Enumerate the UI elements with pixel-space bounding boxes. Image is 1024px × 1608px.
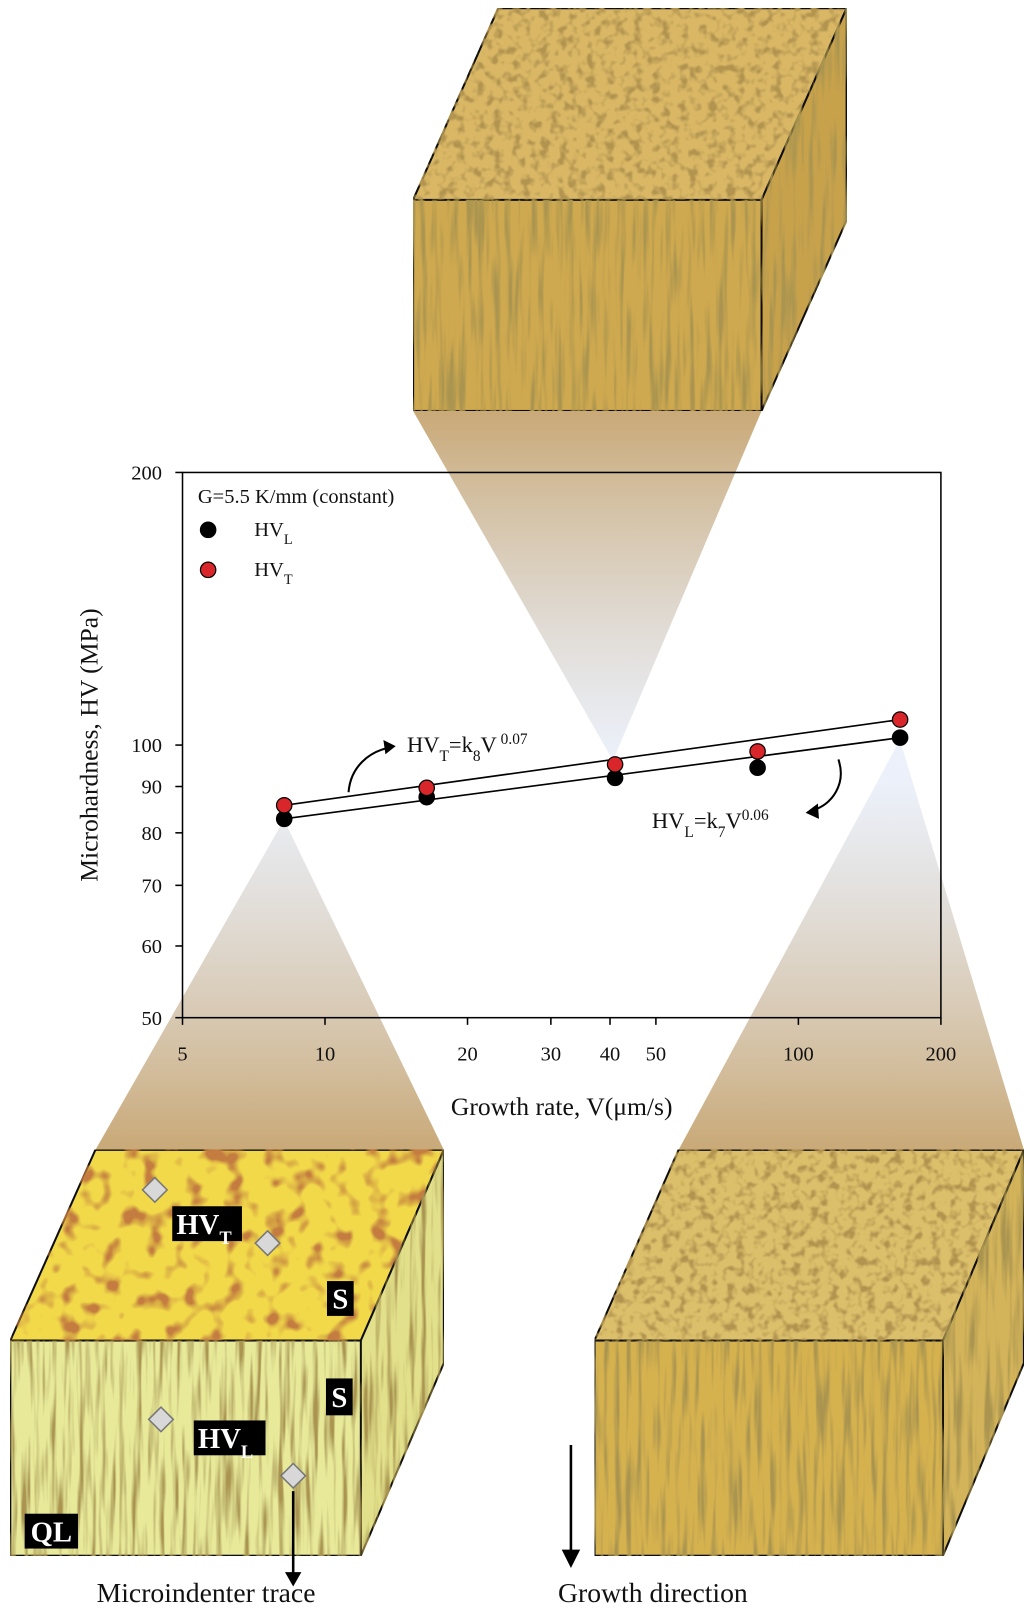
x-tick-label: 20 [457,1044,477,1066]
legend-name: HV [254,519,284,541]
arrow-head [562,1550,580,1568]
y-tick-label: 100 [131,735,162,757]
label-sub: L [241,1442,253,1462]
legend-sub: T [284,572,293,588]
label-main: HV [176,1209,219,1241]
equation-part: 0.06 [742,807,769,824]
y-tick-label: 90 [142,777,162,799]
page: {"chart_data": {"type": "scatter", "xlab… [0,0,1024,1608]
y-tick-label: 50 [142,1008,162,1030]
s-label: S [331,1382,347,1414]
data-point [892,730,907,745]
micrograph-cube [595,1150,1024,1556]
equation-part: L [684,824,693,841]
micrograph-cube [413,8,847,411]
ql-label: QL [31,1516,72,1548]
x-tick-label: 5 [177,1044,187,1066]
data-point [607,757,622,772]
label-sub: T [219,1228,232,1248]
data-point [277,798,292,813]
micrograph-cube: HVT S S HVL QL [10,1150,444,1556]
x-tick-label: 200 [926,1044,957,1066]
equation-part: V [481,732,498,757]
y-tick-label: 200 [131,463,162,485]
x-tick-label: 50 [646,1044,666,1066]
equation-part: HV [652,808,685,833]
legend-title: G=5.5 K/mm (constant) [198,486,394,508]
equation-part: =k [694,808,719,833]
x-axis-label: Growth rate, V(μm/s) [451,1092,673,1121]
figure: HVT S S HVL QL Microindenter trace Growt… [0,0,1024,1608]
y-tick-label: 70 [142,876,162,898]
x-tick-label: 40 [600,1044,620,1066]
cube-front-face [595,1341,943,1556]
legend-marker [200,522,215,537]
cube-front-face [413,200,761,411]
data-point [750,744,765,759]
x-tick-label: 30 [541,1044,561,1066]
y-axis-label: Microhardness, HV (MPa) [74,608,103,881]
data-point [419,780,434,795]
equation-part: HV [407,732,440,757]
data-point [750,760,765,775]
legend-marker [200,562,215,577]
y-tick-label: 80 [142,823,162,845]
caption: Growth direction [558,1577,748,1608]
equation-part: =k [449,732,474,757]
s-label: S [332,1284,348,1316]
equation-part: V [726,808,743,833]
legend-name: HV [254,559,284,581]
y-tick-label: 60 [142,936,162,958]
label-main: HV [198,1423,241,1455]
data-point [892,712,907,727]
legend-sub: L [284,532,293,548]
equation-part: 0.07 [497,731,528,748]
caption: Microindenter trace [97,1577,316,1608]
x-tick-label: 10 [315,1044,335,1066]
x-tick-label: 100 [783,1044,814,1066]
